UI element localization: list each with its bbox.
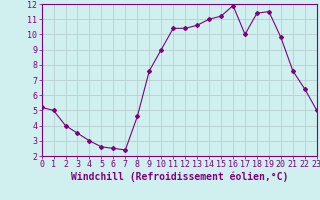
X-axis label: Windchill (Refroidissement éolien,°C): Windchill (Refroidissement éolien,°C) — [70, 172, 288, 182]
